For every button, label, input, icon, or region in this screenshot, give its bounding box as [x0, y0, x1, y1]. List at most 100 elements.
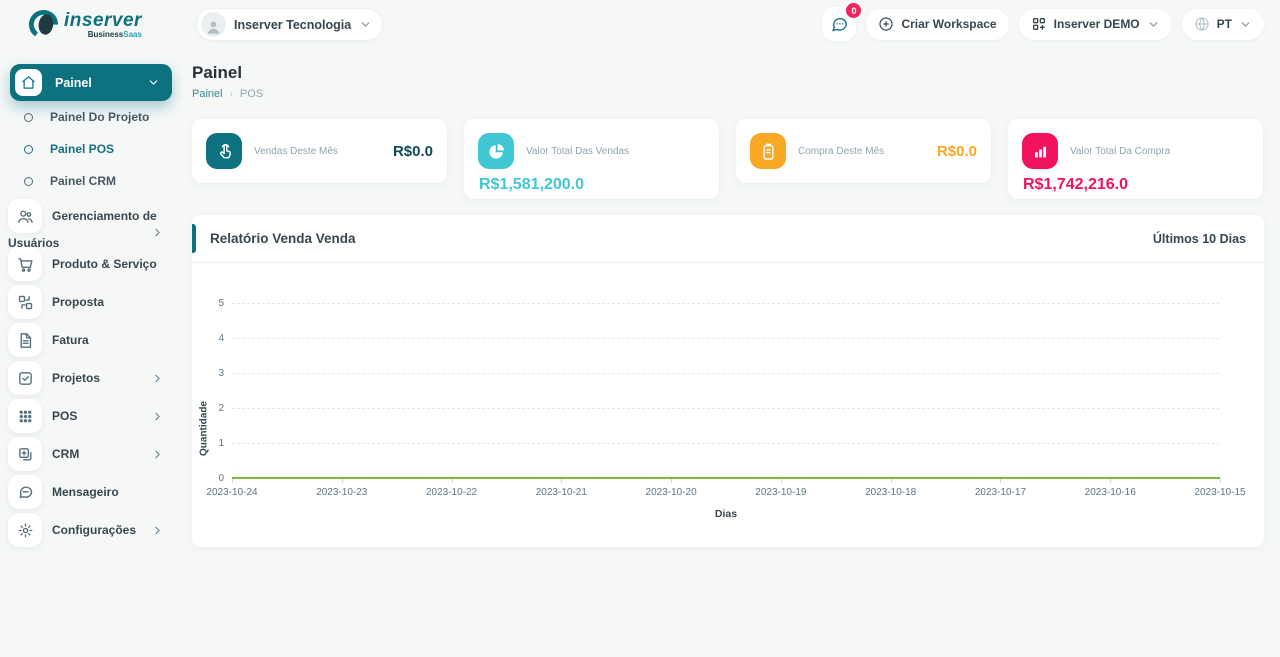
messages-button[interactable]: 0 [822, 3, 862, 41]
sidebar-item-label: CRM [52, 447, 80, 461]
sidebar-item-crm[interactable]: CRM [0, 435, 182, 473]
x-tick-label: 2023-10-15 [1194, 487, 1246, 498]
bullet-icon [24, 112, 33, 122]
workspace-avatar [201, 12, 226, 37]
x-tick-label: 2023-10-18 [865, 487, 917, 498]
home-icon [15, 69, 42, 96]
language-selector[interactable]: PT [1181, 8, 1264, 40]
stat-card-value: R$0.0 [936, 142, 977, 160]
x-tick-label: 2023-10-20 [645, 487, 697, 498]
globe-icon [1195, 17, 1209, 31]
window-plus-icon [8, 437, 42, 471]
x-axis-title: Dias [714, 508, 738, 520]
workspace-selector-label: Inserver Tecnologia [234, 17, 352, 32]
x-tick-mark [341, 479, 343, 483]
x-tick-mark [1000, 479, 1002, 483]
x-tick-label: 2023-10-24 [206, 487, 258, 498]
gridline [232, 303, 1220, 304]
chevron-right-icon [151, 448, 164, 461]
stat-cards: Vendas Deste Mês R$0.0 Valor Total Das Ven… [192, 119, 1263, 199]
clipboard-icon [750, 133, 786, 169]
sidebar-item-label: Painel [55, 75, 92, 90]
sidebar-item-label: Configurações [52, 523, 137, 537]
swap-icon [8, 285, 42, 319]
gridline [232, 408, 1220, 409]
chevron-down-icon [359, 18, 372, 31]
breadcrumb-pos: POS [239, 88, 264, 100]
y-tick-label: 3 [218, 368, 224, 379]
stat-card-value: R$1,581,200.0 [479, 176, 584, 193]
y-tick-label: 4 [218, 333, 224, 344]
brand-logo: inserver BusinessSaas [28, 9, 142, 40]
x-tick-label: 2023-10-16 [1084, 487, 1136, 498]
x-tick-mark [451, 479, 453, 483]
x-tick-label: 2023-10-21 [535, 487, 587, 498]
workspace-grid-icon [1032, 17, 1045, 30]
stat-card-label: Valor Total Da Compra [1070, 145, 1171, 157]
y-tick-label: 0 [218, 473, 224, 484]
sidebar-item-label: Produto & Serviço [52, 257, 157, 271]
sidebar-item-label: Proposta [52, 295, 105, 309]
x-tick-mark [890, 479, 892, 483]
y-tick-label: 5 [218, 298, 224, 309]
breadcrumb: Painel › POS [192, 88, 263, 100]
stat-card-value: R$0.0 [392, 142, 433, 160]
x-tick-label: 2023-10-22 [425, 487, 478, 498]
x-tick-mark [671, 479, 673, 483]
chart-card: Relatório Venda Venda Últimos 10 Dias Qu… [192, 215, 1264, 547]
chart-accent-bar [192, 224, 196, 253]
brand-name: inserver [64, 9, 142, 31]
sidebar-item-painel-crm[interactable]: Painel CRM [0, 165, 182, 197]
sidebar-nav: Painel Painel Do Projeto Painel POS Painel … [0, 64, 182, 549]
create-workspace-button[interactable]: Criar Workspace [866, 8, 1009, 40]
sidebar-item-mensageiro[interactable]: Mensageiro [0, 473, 182, 511]
sidebar-item-pos[interactable]: POS [0, 397, 182, 435]
x-tick-label: 2023-10-19 [755, 487, 807, 498]
stat-card-label: Valor Total Das Vendas [526, 145, 630, 157]
series-line [232, 477, 1220, 479]
gridline [232, 338, 1220, 339]
sidebar-item-label: Fatura [52, 333, 89, 347]
sidebar-item-label: POS [52, 409, 78, 423]
notification-badge: 0 [846, 3, 862, 18]
sidebar-item-fatura[interactable]: Fatura [0, 321, 182, 359]
chevron-right-icon [151, 226, 164, 239]
x-tick-label: 2023-10-17 [974, 487, 1027, 498]
sidebar-item-projetos[interactable]: Projetos [0, 359, 182, 397]
sidebar-item-painel-pos[interactable]: Painel POS [0, 133, 182, 165]
bullet-icon [24, 176, 33, 186]
plus-circle-icon [879, 17, 894, 31]
tenant-selector[interactable]: Inserver DEMO [1018, 8, 1172, 40]
sidebar-item-painel-do-projeto[interactable]: Painel Do Projeto [0, 101, 182, 133]
x-tick-mark [232, 479, 233, 483]
workspace-selector[interactable]: Inserver Tecnologia [196, 8, 384, 41]
stat-card-label: Vendas Deste Mês [254, 145, 338, 157]
sidebar-item-produto-servico[interactable]: Produto & Serviço [0, 245, 182, 283]
chevron-right-icon [151, 410, 164, 423]
users-icon [8, 199, 42, 233]
sidebar-item-label: Mensageiro [52, 485, 119, 499]
chart-period: Últimos 10 Dias [1152, 231, 1246, 246]
sidebar-item-gerenciamento-de-usuarios[interactable]: Gerenciamento de Usuários [0, 197, 182, 250]
stat-card-vendas-deste-mes: Vendas Deste Mês R$0.0 [192, 119, 447, 183]
create-workspace-label: Criar Workspace [901, 17, 997, 31]
sidebar-item-label: Gerenciamento de Usuários [8, 209, 157, 250]
y-tick-label: 1 [218, 438, 224, 449]
gridline [232, 373, 1220, 374]
sidebar-item-label: Painel POS [50, 142, 115, 156]
stat-card-valor-total-das-vendas: Valor Total Das Vendas R$1,581,200.0 [464, 119, 719, 199]
bullet-icon [24, 144, 33, 154]
bars-icon [1022, 133, 1058, 169]
sidebar: inserver BusinessSaas Painel Painel Do Pr… [0, 0, 182, 657]
brand-logo-icon [28, 9, 59, 40]
sidebar-item-proposta[interactable]: Proposta [0, 283, 182, 321]
gridline [232, 443, 1220, 444]
chart-header: Relatório Venda Venda Últimos 10 Dias [192, 215, 1264, 263]
sidebar-item-label: Painel Do Projeto [50, 110, 150, 124]
page-title: Painel [192, 63, 243, 82]
sidebar-item-painel[interactable]: Painel [10, 64, 172, 101]
tenant-selector-label: Inserver DEMO [1053, 17, 1140, 31]
breadcrumb-painel[interactable]: Painel [192, 88, 223, 100]
language-label: PT [1216, 17, 1232, 31]
sidebar-item-configuracoes[interactable]: Configurações [0, 511, 182, 549]
